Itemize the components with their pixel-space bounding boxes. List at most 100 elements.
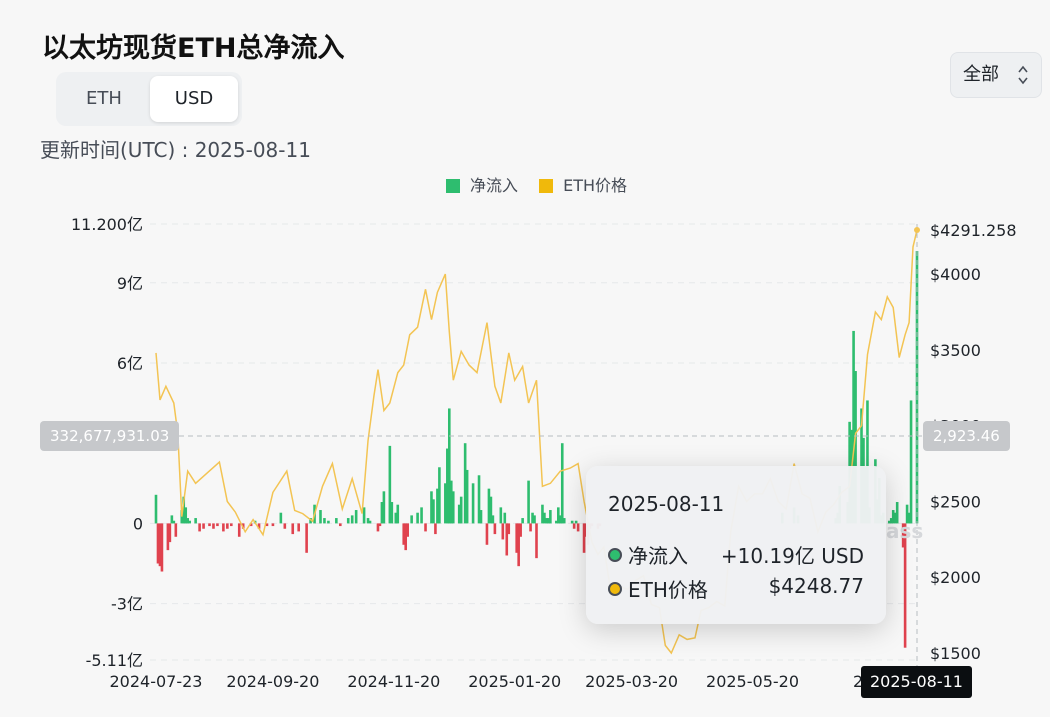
netflow-bar [555,520,558,524]
netflow-bar [291,523,295,535]
netflow-bar [323,518,326,524]
netflow-bar [515,523,518,553]
netflow-bar [380,502,384,524]
netflow-bar [891,510,895,524]
netflow-bar [350,515,354,524]
x-tick-label: 2025-05-20 [706,672,799,691]
unit-eth-button[interactable]: ETH [86,88,122,109]
legend-label-price: ETH价格 [563,176,628,195]
netflow-bar [180,510,184,524]
netflow-bar [249,523,253,527]
netflow-bar [230,523,233,527]
netflow-bar [390,502,394,524]
netflow-bar [319,510,322,524]
netflow-bar [852,330,855,524]
netflow-bar [556,507,560,524]
netflow-bar [572,523,576,529]
legend-item-price[interactable]: ETH价格 [539,172,627,196]
netflow-bar [335,518,338,524]
tooltip-value-price: $4248.77 [768,574,864,598]
netflow-bar [394,512,398,524]
tooltip-row-netflow: 净流入 +10.19亿 USD [608,540,864,569]
netflow-bar [547,518,550,524]
netflow-bar [184,507,188,524]
page-title: 以太坊现货ETH总净流入 [42,33,345,64]
netflow-bar [448,408,451,524]
legend-item-netflow[interactable]: 净流入 [446,172,518,196]
netflow-bar [463,443,467,524]
netflow-bar [436,488,439,524]
netflow-bar [416,512,419,524]
netflow-bar [434,523,437,535]
netflow-bar [188,520,191,524]
netflow-bar [529,523,532,532]
netflow-bar [866,400,869,524]
netflow-bar [216,523,219,527]
netflow-bar [297,523,300,532]
netflow-bar [198,523,201,532]
netflow-bar [519,523,522,537]
x-tick-label: 2024-09-20 [226,672,319,691]
netflow-bar [545,518,548,524]
netflow-bar [402,523,406,545]
netflow-bar [366,518,370,524]
watermark: ass [886,519,923,543]
netflow-bar [279,512,283,524]
netflow-bar [909,400,913,524]
netflow-bar [903,523,907,648]
unit-toggle: ETH USD [56,72,242,126]
netflow-bar [430,491,433,524]
netflow-bar [182,496,186,524]
netflow-bar [208,523,211,527]
range-select-label: 全部 [963,64,999,85]
netflow-bar [449,480,453,524]
netflow-bar [158,523,162,567]
chart-legend: 净流入 ETH价格 [446,172,643,196]
crosshair-date: 2025-08-11 [861,666,972,698]
netflow-bar [444,483,447,524]
x-tick-label: 2025-03-20 [585,672,678,691]
netflow-bar [549,510,552,524]
price-point-marker [914,227,920,233]
netflow-bar [226,523,229,529]
netflow-bar [574,520,578,524]
netflow-bar [382,491,386,524]
netflow-bar [156,523,160,564]
range-select[interactable]: 全部 [950,52,1042,98]
netflow-bar [354,510,358,524]
netflow-bar [499,507,503,524]
netflow-bar [901,523,905,548]
y-right-tick-label: $1500 [930,644,981,663]
netflow-bar [479,510,483,524]
crosshair-left-value: 332,677,931.03 [40,421,180,451]
netflow-bar [451,491,455,524]
netflow-bar [202,523,205,529]
netflow-bar [194,518,197,524]
netflow-bar [404,523,408,551]
netflow-bar [485,523,489,545]
unit-usd-button[interactable]: USD [150,76,238,122]
x-tick-label: 2025-01-20 [468,672,561,691]
netflow-bar [327,520,330,524]
y-left-tick-label: 0 [133,514,143,533]
netflow-bar [222,523,225,532]
netflow-bar [265,523,269,527]
netflow-bar [889,518,893,524]
netflow-bar [895,502,899,524]
netflow-bar [471,483,475,524]
netflow-bar [905,504,909,524]
netflow-bar [172,520,176,524]
netflow-bar [531,512,534,524]
netflow-bar [432,499,435,524]
netflow-bar [257,523,261,529]
legend-label-netflow: 净流入 [470,176,519,195]
netflow-bar [503,512,507,524]
tooltip-label-netflow: 净流入 [628,544,688,568]
netflow-bar [558,515,562,524]
netflow-bar [396,504,400,524]
netflow-bar [560,443,564,524]
netflow-bar [438,467,441,524]
netflow-bar [893,512,897,524]
y-right-tick-label: $4291.258 [930,221,1017,240]
